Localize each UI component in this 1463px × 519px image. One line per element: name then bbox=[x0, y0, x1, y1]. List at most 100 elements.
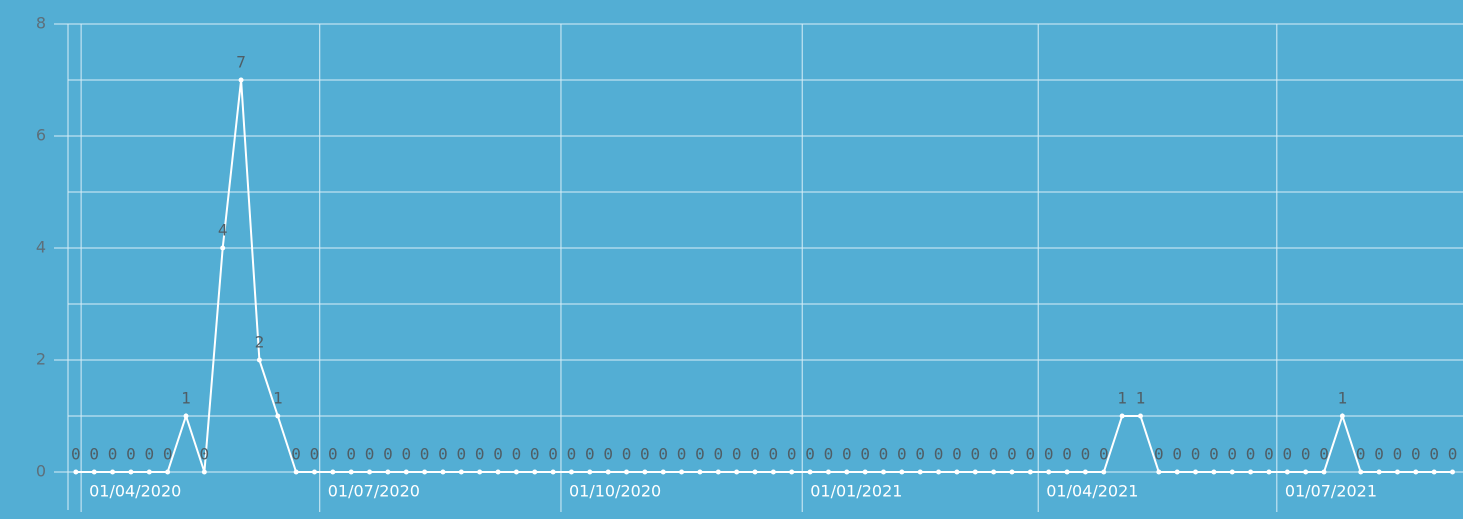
data-point bbox=[642, 469, 648, 475]
data-label: 0 bbox=[89, 445, 99, 464]
data-point bbox=[293, 469, 299, 475]
data-point bbox=[532, 469, 538, 475]
data-point bbox=[256, 357, 262, 363]
data-label: 0 bbox=[548, 445, 558, 464]
data-point bbox=[183, 413, 189, 419]
data-point bbox=[605, 469, 611, 475]
data-point bbox=[403, 469, 409, 475]
data-label: 0 bbox=[200, 445, 210, 464]
data-point bbox=[1303, 469, 1309, 475]
data-point bbox=[1339, 413, 1345, 419]
data-label: 0 bbox=[126, 445, 136, 464]
data-point bbox=[495, 469, 501, 475]
data-point bbox=[275, 413, 281, 419]
series-line bbox=[75, 79, 1453, 473]
data-point bbox=[807, 469, 813, 475]
data-label: 0 bbox=[622, 445, 632, 464]
data-point bbox=[73, 469, 79, 475]
data-label: 0 bbox=[1081, 445, 1091, 464]
data-point bbox=[1211, 469, 1217, 475]
data-label: 0 bbox=[1374, 445, 1384, 464]
data-label: 0 bbox=[1429, 445, 1439, 464]
data-label: 0 bbox=[1026, 445, 1036, 464]
data-label: 1 bbox=[1338, 389, 1348, 408]
data-label: 0 bbox=[1356, 445, 1366, 464]
data-point bbox=[954, 469, 960, 475]
data-point bbox=[128, 469, 134, 475]
data-label: 0 bbox=[310, 445, 320, 464]
data-point bbox=[1046, 469, 1052, 475]
data-point bbox=[624, 469, 630, 475]
data-label: 0 bbox=[585, 445, 595, 464]
data-label: 0 bbox=[475, 445, 485, 464]
x-tick-label: 01/04/2021 bbox=[1046, 482, 1138, 501]
data-label: 0 bbox=[603, 445, 613, 464]
data-point bbox=[1266, 469, 1272, 475]
data-label: 0 bbox=[493, 445, 503, 464]
data-point bbox=[770, 469, 776, 475]
data-point bbox=[1321, 469, 1327, 475]
data-point bbox=[1376, 469, 1382, 475]
data-point bbox=[477, 469, 483, 475]
data-point bbox=[1284, 469, 1290, 475]
data-label: 0 bbox=[1191, 445, 1201, 464]
data-point bbox=[1394, 469, 1400, 475]
data-point bbox=[880, 469, 886, 475]
data-point bbox=[220, 245, 226, 251]
data-label: 0 bbox=[512, 445, 522, 464]
data-label: 0 bbox=[163, 445, 173, 464]
data-point bbox=[1450, 469, 1456, 475]
data-point bbox=[1119, 413, 1125, 419]
data-point bbox=[311, 469, 317, 475]
data-point bbox=[825, 469, 831, 475]
data-label: 0 bbox=[640, 445, 650, 464]
data-point bbox=[1193, 469, 1199, 475]
y-tick-label: 0 bbox=[36, 462, 46, 481]
data-point bbox=[752, 469, 758, 475]
data-point bbox=[422, 469, 428, 475]
data-label: 0 bbox=[769, 445, 779, 464]
data-label: 0 bbox=[1301, 445, 1311, 464]
data-point bbox=[1137, 413, 1143, 419]
data-point bbox=[1101, 469, 1107, 475]
data-label: 0 bbox=[144, 445, 154, 464]
data-label: 0 bbox=[732, 445, 742, 464]
data-label: 1 bbox=[1136, 389, 1146, 408]
data-label: 0 bbox=[457, 445, 467, 464]
data-label: 0 bbox=[989, 445, 999, 464]
data-point bbox=[513, 469, 519, 475]
data-label: 1 bbox=[181, 389, 191, 408]
y-tick-label: 6 bbox=[36, 126, 46, 145]
data-label: 0 bbox=[1264, 445, 1274, 464]
data-label: 0 bbox=[365, 445, 375, 464]
data-point bbox=[458, 469, 464, 475]
data-point bbox=[1156, 469, 1162, 475]
data-label: 0 bbox=[1393, 445, 1403, 464]
data-label: 0 bbox=[567, 445, 577, 464]
data-label: 0 bbox=[1044, 445, 1054, 464]
data-label: 0 bbox=[438, 445, 448, 464]
data-label: 1 bbox=[1117, 389, 1127, 408]
data-point bbox=[1413, 469, 1419, 475]
data-label: 0 bbox=[401, 445, 411, 464]
y-tick-label: 4 bbox=[36, 238, 46, 257]
data-label: 0 bbox=[420, 445, 430, 464]
data-point bbox=[1027, 469, 1033, 475]
data-label: 0 bbox=[1227, 445, 1237, 464]
data-point bbox=[734, 469, 740, 475]
data-label: 0 bbox=[1154, 445, 1164, 464]
data-label: 0 bbox=[1411, 445, 1421, 464]
data-label: 0 bbox=[897, 445, 907, 464]
data-point bbox=[568, 469, 574, 475]
data-label: 0 bbox=[695, 445, 705, 464]
data-point bbox=[330, 469, 336, 475]
data-point bbox=[1431, 469, 1437, 475]
data-point bbox=[110, 469, 116, 475]
data-point bbox=[899, 469, 905, 475]
x-tick-label: 01/01/2021 bbox=[810, 482, 902, 501]
data-point bbox=[91, 469, 97, 475]
data-point bbox=[165, 469, 171, 475]
data-label: 0 bbox=[1319, 445, 1329, 464]
data-point bbox=[440, 469, 446, 475]
